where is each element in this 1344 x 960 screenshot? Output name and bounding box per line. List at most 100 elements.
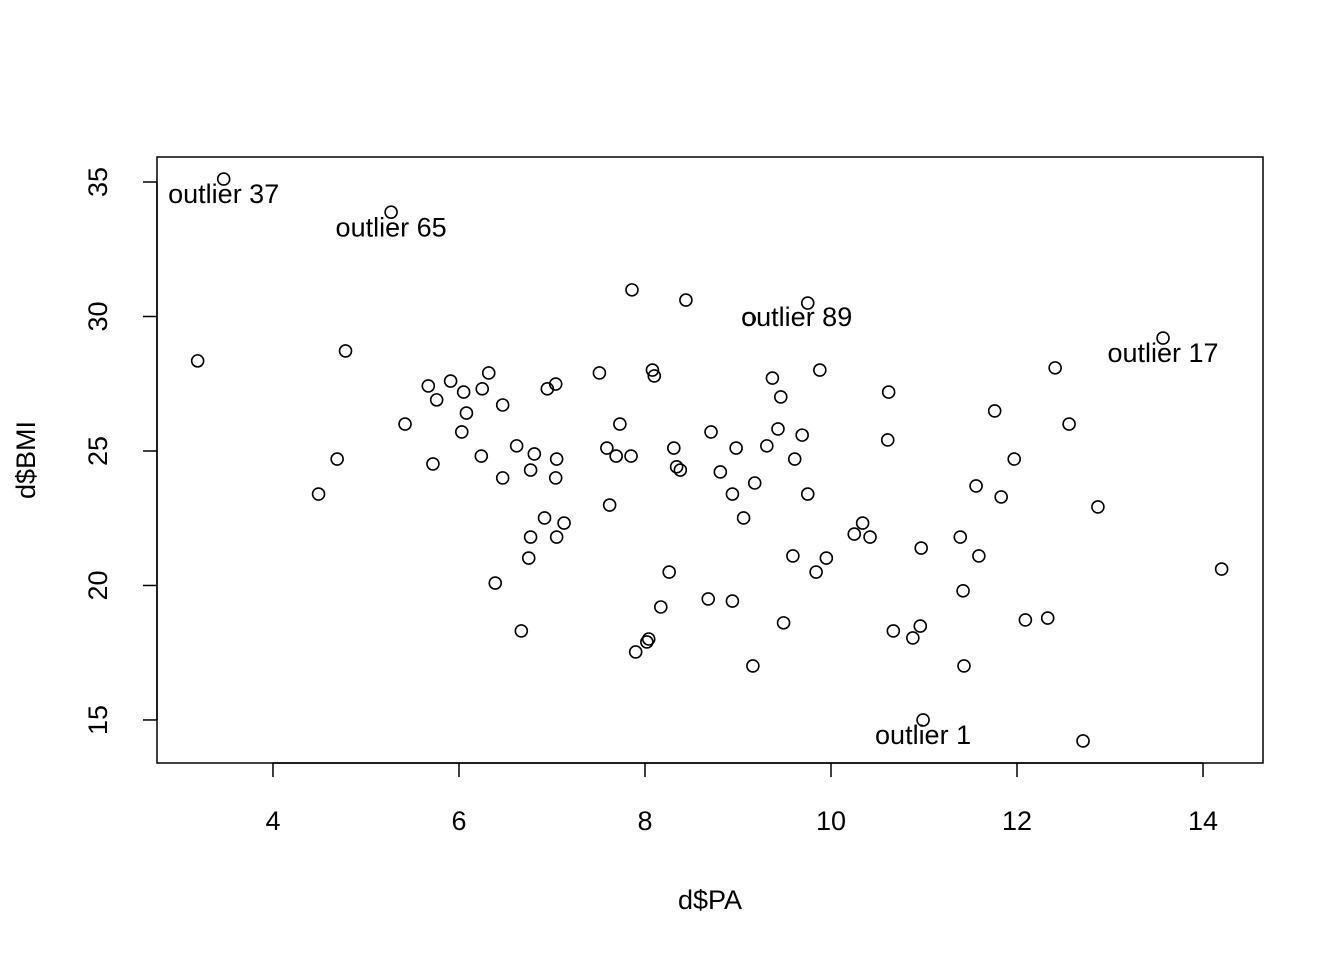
y-tick-label: 25 xyxy=(83,436,113,466)
point xyxy=(679,293,693,307)
point xyxy=(795,428,809,442)
point xyxy=(725,487,740,501)
point xyxy=(548,377,563,391)
point xyxy=(747,476,762,490)
annotation: outlier 17 xyxy=(1107,338,1218,368)
point xyxy=(523,463,538,477)
point xyxy=(624,449,638,463)
point xyxy=(495,471,510,485)
point xyxy=(421,379,436,393)
point xyxy=(330,452,344,466)
point xyxy=(1091,500,1105,514)
x-axis-label: d$PA xyxy=(678,885,742,915)
point xyxy=(957,659,971,673)
point xyxy=(481,366,496,380)
point xyxy=(557,516,571,530)
point xyxy=(800,487,815,501)
point xyxy=(776,616,791,630)
point xyxy=(602,498,617,512)
point xyxy=(886,624,901,638)
point xyxy=(956,584,970,598)
point xyxy=(972,549,986,563)
point xyxy=(786,549,800,563)
point xyxy=(813,363,827,377)
point xyxy=(537,511,552,525)
point xyxy=(398,417,412,431)
point xyxy=(426,457,440,471)
point xyxy=(847,527,862,541)
point xyxy=(454,425,469,439)
point xyxy=(913,619,928,633)
x-tick-label: 14 xyxy=(1188,806,1218,836)
point xyxy=(914,541,929,555)
point xyxy=(855,516,870,530)
point xyxy=(628,645,643,659)
plot-box xyxy=(156,156,1264,764)
point xyxy=(654,600,668,614)
point xyxy=(548,471,563,485)
point xyxy=(641,632,656,646)
point xyxy=(987,404,1002,418)
point xyxy=(488,576,503,590)
point xyxy=(429,393,444,407)
point xyxy=(216,172,231,186)
point xyxy=(880,433,895,447)
point xyxy=(1018,613,1033,627)
y-tick-label: 30 xyxy=(83,301,113,331)
point xyxy=(475,382,490,396)
point xyxy=(474,449,489,463)
point xyxy=(190,354,205,368)
point xyxy=(459,406,474,420)
point xyxy=(863,530,877,544)
point xyxy=(701,592,716,606)
point xyxy=(906,631,920,645)
point xyxy=(809,565,823,579)
point xyxy=(521,551,536,565)
point xyxy=(443,374,458,388)
point xyxy=(609,449,623,463)
point xyxy=(1048,361,1062,375)
point xyxy=(662,565,676,579)
annotation: outlier 65 xyxy=(336,212,447,242)
point xyxy=(994,490,1008,504)
point xyxy=(1062,417,1076,431)
point xyxy=(495,398,510,412)
y-tick-label: 15 xyxy=(83,705,113,735)
point xyxy=(1007,452,1022,466)
point xyxy=(819,551,834,565)
annotation: outlier 1 xyxy=(875,720,971,750)
point xyxy=(384,205,398,219)
point xyxy=(523,530,538,544)
point xyxy=(673,463,688,477)
point xyxy=(746,659,760,673)
point xyxy=(592,366,607,380)
x-tick-label: 4 xyxy=(265,806,280,836)
point xyxy=(1076,734,1090,748)
y-axis-label: d$BMI xyxy=(11,421,41,499)
point xyxy=(527,447,542,461)
x-tick-label: 8 xyxy=(637,806,652,836)
point xyxy=(311,487,326,501)
point xyxy=(667,441,681,455)
point xyxy=(1040,611,1055,625)
point xyxy=(625,283,639,297)
point xyxy=(509,439,524,453)
point xyxy=(645,363,660,377)
point xyxy=(713,465,728,479)
point xyxy=(916,713,930,727)
point xyxy=(729,441,743,455)
point xyxy=(338,344,353,358)
x-tick-label: 10 xyxy=(816,806,846,836)
point xyxy=(765,371,780,385)
y-tick-label: 20 xyxy=(83,570,113,600)
point xyxy=(725,594,740,608)
point xyxy=(647,369,662,383)
x-tick-label: 12 xyxy=(1002,806,1032,836)
point xyxy=(800,296,815,310)
point xyxy=(953,530,968,544)
point xyxy=(600,441,614,455)
point xyxy=(669,460,684,474)
annotation: outlier 89 xyxy=(741,302,852,332)
point xyxy=(704,425,718,439)
